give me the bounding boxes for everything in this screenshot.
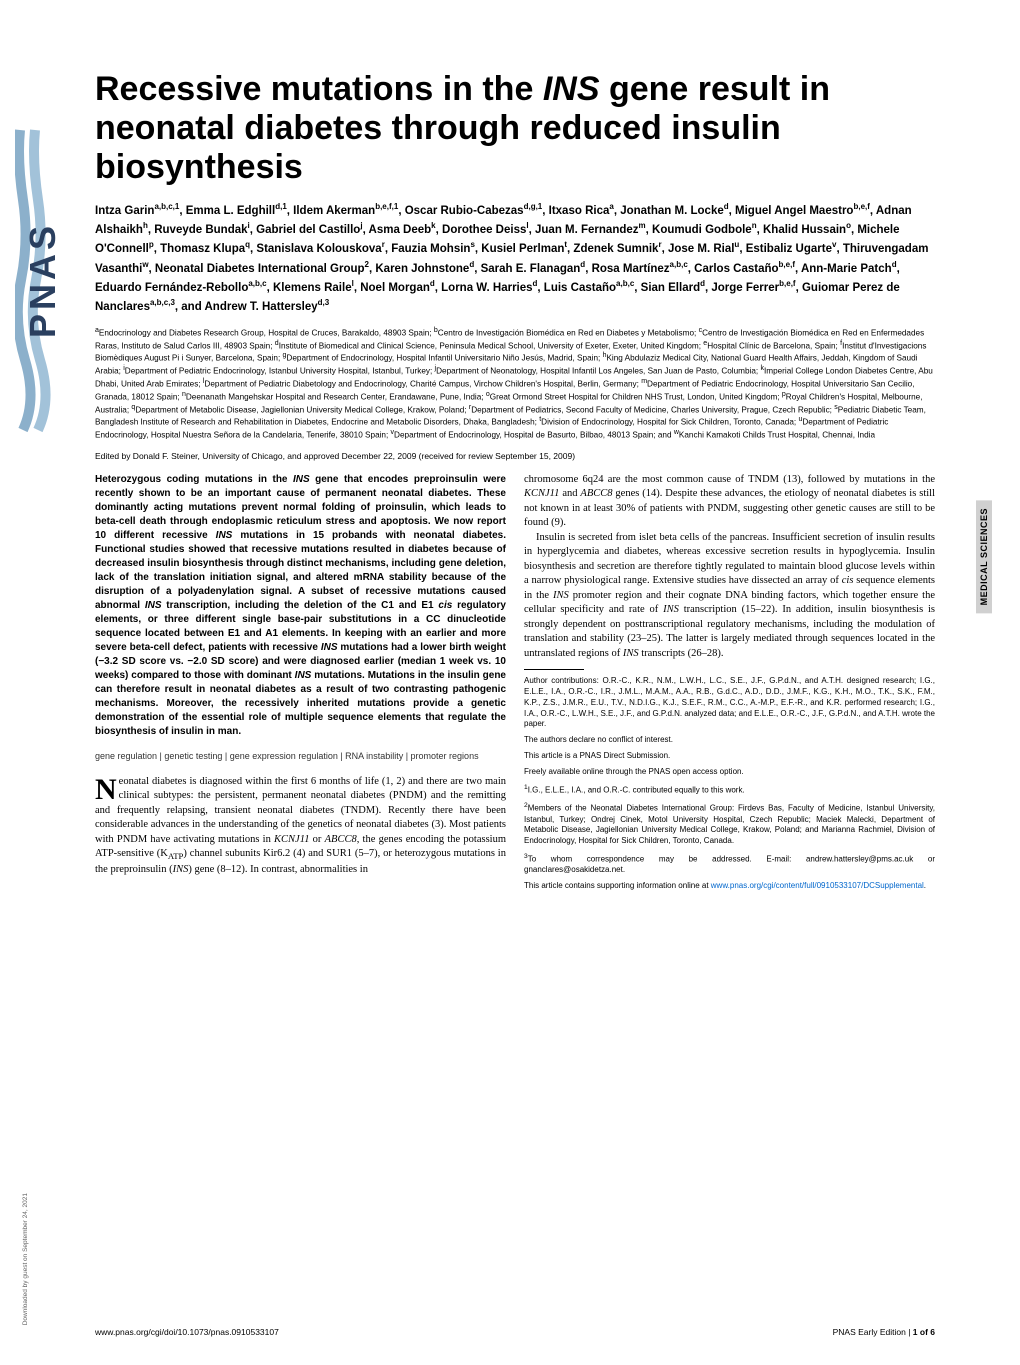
abstract: Heterozygous coding mutations in the INS… <box>95 473 506 739</box>
article-title: Recessive mutations in the INS gene resu… <box>95 70 935 187</box>
keywords: gene regulation | genetic testing | gene… <box>95 751 506 761</box>
author-list: Intza Garina,b,c,1, Emma L. Edghilld,1, … <box>95 201 935 315</box>
affiliations: aEndocrinology and Diabetes Research Gro… <box>95 326 935 441</box>
supplemental-link[interactable]: www.pnas.org/cgi/content/full/0910533107… <box>711 881 924 890</box>
page-footer: www.pnas.org/cgi/doi/10.1073/pnas.091053… <box>95 1327 935 1337</box>
download-note: Downloaded by guest on September 24, 202… <box>22 1193 29 1325</box>
body-column-left: Neonatal diabetes is diagnosed within th… <box>95 775 506 877</box>
edited-by: Edited by Donald F. Steiner, University … <box>95 451 935 461</box>
body-column-right: chromosome 6q24 are the most common caus… <box>524 473 935 661</box>
footnote-rule <box>524 669 584 670</box>
dropcap: N <box>95 775 119 803</box>
doi-link[interactable]: www.pnas.org/cgi/doi/10.1073/pnas.091053… <box>95 1327 279 1337</box>
footnotes: Author contributions: O.R.-C., K.R., N.M… <box>524 676 935 892</box>
